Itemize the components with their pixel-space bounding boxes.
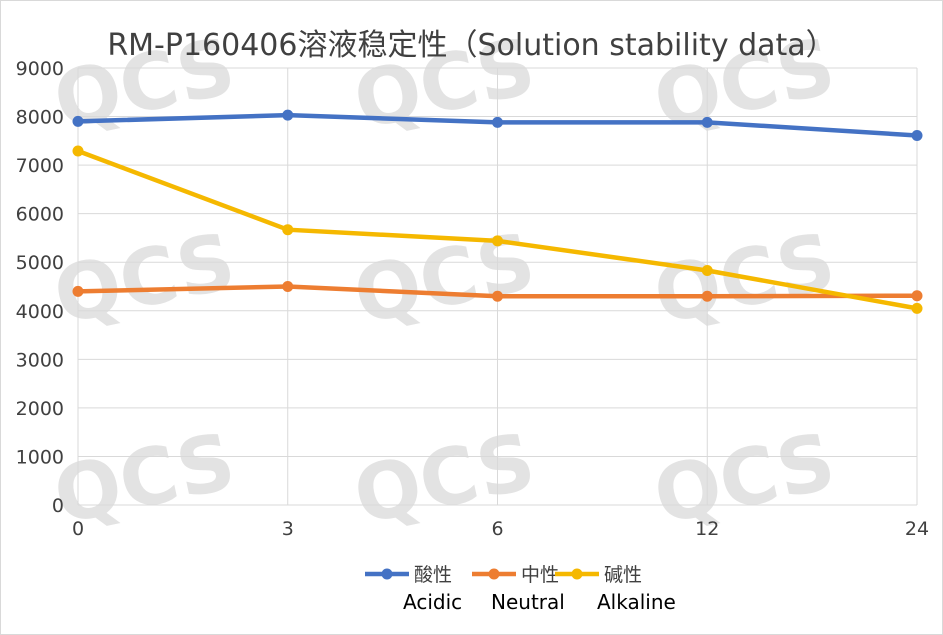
data-point — [282, 224, 294, 236]
x-tick-label: 12 — [695, 518, 719, 540]
legend-label: 中性 — [521, 564, 559, 586]
data-point — [492, 290, 503, 302]
series-1 — [72, 109, 923, 141]
y-tick-label: 1000 — [16, 446, 64, 468]
data-point — [701, 290, 713, 302]
chart-title: RM-P160406溶液稳定性（Solution stability data） — [107, 28, 836, 63]
series-3 — [72, 145, 923, 314]
y-tick-label: 8000 — [16, 107, 64, 129]
y-tick-label: 7000 — [16, 155, 64, 177]
watermark-text: QCS — [47, 217, 243, 343]
watermark-text: QCS — [647, 217, 843, 343]
y-tick-label: 5000 — [16, 252, 64, 274]
legend-marker — [381, 568, 393, 580]
y-tick-label: 3000 — [16, 349, 64, 371]
legend-subtitle-neutral: Neutral — [491, 590, 565, 614]
data-point — [701, 264, 713, 276]
data-point — [72, 115, 84, 127]
grid-lines — [77, 67, 918, 506]
x-axis-tick-labels: 0 3 6 12 24 — [72, 518, 929, 540]
data-point — [282, 281, 294, 292]
data-point — [72, 145, 84, 157]
legend-label: 酸性 — [414, 564, 452, 586]
y-tick-label: 9000 — [16, 58, 64, 80]
watermark-text: QCS — [647, 417, 843, 543]
y-tick-label: 2000 — [16, 398, 64, 420]
y-tick-label: 0 — [52, 495, 64, 517]
y-axis-tick-labels: 0 1000 2000 3000 4000 5000 6000 7000 8000 9000 — [16, 58, 64, 517]
legend-subtitle-alkaline: Alkaline — [597, 590, 676, 614]
series-2 — [72, 281, 923, 302]
x-tick-label: 3 — [282, 518, 294, 540]
x-tick-label: 6 — [491, 518, 503, 540]
y-tick-label: 6000 — [16, 204, 64, 226]
legend-marker — [488, 568, 500, 580]
data-point — [72, 285, 84, 297]
data-point — [911, 290, 923, 302]
data-point — [911, 302, 923, 314]
x-tick-label: 24 — [905, 518, 929, 540]
x-tick-label: 0 — [72, 518, 84, 540]
legend: 酸性 中性 碱性 — [365, 564, 642, 586]
series-layer — [72, 109, 923, 314]
watermark-text: QCS — [347, 417, 543, 543]
y-tick-label: 4000 — [16, 301, 64, 323]
legend-item: 中性 — [472, 564, 559, 586]
legend-marker — [571, 568, 583, 580]
data-point — [492, 116, 503, 128]
data-point — [701, 116, 713, 128]
legend-label: 碱性 — [604, 564, 642, 586]
legend-subtitle-acidic: Acidic — [403, 590, 463, 614]
legend-item: 酸性 — [365, 564, 452, 586]
data-point — [911, 129, 923, 141]
data-point — [282, 109, 294, 121]
data-point — [492, 235, 503, 247]
legend-item: 碱性 — [555, 564, 642, 586]
